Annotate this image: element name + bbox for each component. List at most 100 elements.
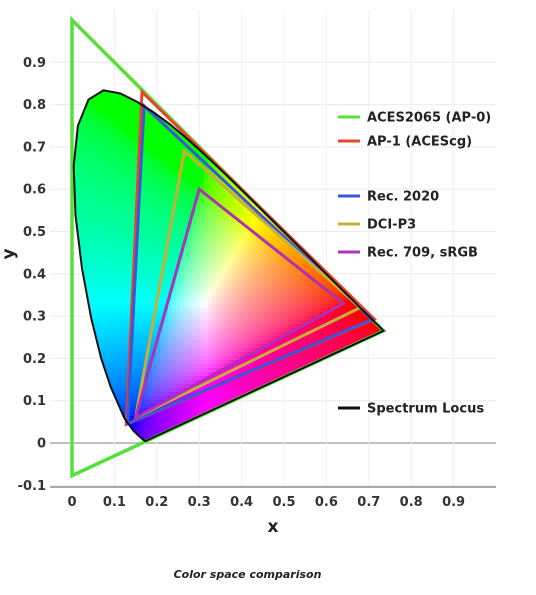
gamut-fill-cell xyxy=(164,312,169,317)
gamut-fill-cell xyxy=(228,388,233,393)
gamut-fill-cell xyxy=(196,224,201,229)
gamut-fill-cell xyxy=(100,260,105,265)
gamut-fill-cell xyxy=(252,108,257,113)
gamut-fill-cell xyxy=(84,352,89,357)
gamut-fill-cell xyxy=(264,284,269,289)
gamut-fill-cell xyxy=(216,292,221,297)
gamut-fill-cell xyxy=(172,340,177,345)
gamut-fill-cell xyxy=(124,96,129,101)
gamut-fill-cell xyxy=(224,356,229,361)
gamut-fill-cell xyxy=(160,84,165,89)
gamut-fill-cell xyxy=(272,364,277,369)
gamut-fill-cell xyxy=(276,168,281,173)
gamut-fill-cell xyxy=(260,436,265,441)
gamut-fill-cell xyxy=(144,256,149,261)
gamut-fill-cell xyxy=(232,160,237,165)
gamut-fill-cell xyxy=(248,332,253,337)
gamut-fill-cell xyxy=(200,176,205,181)
gamut-fill-cell xyxy=(220,312,225,317)
gamut-fill-cell xyxy=(264,192,269,197)
gamut-fill-cell xyxy=(132,372,137,377)
gamut-fill-cell xyxy=(144,144,149,149)
gamut-fill-cell xyxy=(156,376,161,381)
gamut-fill-cell xyxy=(244,376,249,381)
gamut-fill-cell xyxy=(264,356,269,361)
gamut-fill-cell xyxy=(192,328,197,333)
gamut-fill-cell xyxy=(112,244,117,249)
gamut-fill-cell xyxy=(188,404,193,409)
gamut-fill-cell xyxy=(176,144,181,149)
gamut-fill-cell xyxy=(248,96,253,101)
gamut-fill-cell xyxy=(272,152,277,157)
gamut-fill-cell xyxy=(120,248,125,253)
gamut-fill-cell xyxy=(128,152,133,157)
gamut-fill-cell xyxy=(232,288,237,293)
gamut-fill-cell xyxy=(160,224,165,229)
gamut-fill-cell xyxy=(84,208,89,213)
gamut-fill-cell xyxy=(268,176,273,181)
gamut-fill-cell xyxy=(288,144,293,149)
gamut-fill-cell xyxy=(284,196,289,201)
gamut-fill-cell xyxy=(256,316,261,321)
gamut-fill-cell xyxy=(160,156,165,161)
gamut-fill-cell xyxy=(256,184,261,189)
gamut-fill-cell xyxy=(124,336,129,341)
gamut-fill-cell xyxy=(120,244,125,249)
gamut-fill-cell xyxy=(120,352,125,357)
gamut-fill-cell xyxy=(140,172,145,177)
gamut-fill-cell xyxy=(200,212,205,217)
gamut-fill-cell xyxy=(236,152,241,157)
gamut-fill-cell xyxy=(220,356,225,361)
gamut-fill-cell xyxy=(204,84,209,89)
gamut-fill-cell xyxy=(180,256,185,261)
gamut-fill-cell xyxy=(100,216,105,221)
gamut-fill-cell xyxy=(252,260,257,265)
gamut-fill-cell xyxy=(196,356,201,361)
gamut-fill-cell xyxy=(144,224,149,229)
gamut-fill-cell xyxy=(284,96,289,101)
gamut-fill-cell xyxy=(192,292,197,297)
gamut-fill-cell xyxy=(224,416,229,421)
gamut-fill-cell xyxy=(172,336,177,341)
gamut-fill-cell xyxy=(168,160,173,165)
gamut-fill-cell xyxy=(244,440,249,442)
gamut-fill-cell xyxy=(232,200,237,205)
gamut-fill-cell xyxy=(80,160,85,165)
gamut-fill-cell xyxy=(276,140,281,145)
gamut-fill-cell xyxy=(112,324,117,329)
gamut-fill-cell xyxy=(112,252,117,257)
gamut-fill-cell xyxy=(204,280,209,285)
gamut-fill-cell xyxy=(240,348,245,353)
gamut-fill-cell xyxy=(76,348,81,353)
gamut-fill-cell xyxy=(184,400,189,405)
gamut-fill-cell xyxy=(176,328,181,333)
gamut-fill-cell xyxy=(260,168,265,173)
gamut-fill-cell xyxy=(196,212,201,217)
gamut-fill-cell xyxy=(84,152,89,157)
gamut-fill-cell xyxy=(204,196,209,201)
gamut-fill-cell xyxy=(268,124,273,129)
gamut-fill-cell xyxy=(228,92,233,97)
gamut-fill-cell xyxy=(176,280,181,285)
gamut-fill-cell xyxy=(124,160,129,165)
gamut-fill-cell xyxy=(172,176,177,181)
gamut-fill-cell xyxy=(180,432,185,437)
gamut-fill-cell xyxy=(144,120,149,125)
gamut-fill-cell xyxy=(272,288,277,293)
gamut-fill-cell xyxy=(176,224,181,229)
gamut-fill-cell xyxy=(168,156,173,161)
gamut-fill-cell xyxy=(200,168,205,173)
gamut-fill-cell xyxy=(164,380,169,385)
gamut-fill-cell xyxy=(172,312,177,317)
gamut-fill-cell xyxy=(192,240,197,245)
gamut-fill-cell xyxy=(288,172,293,177)
gamut-fill-cell xyxy=(244,160,249,165)
gamut-fill-cell xyxy=(156,396,161,401)
gamut-fill-cell xyxy=(204,180,209,185)
gamut-fill-cell xyxy=(256,276,261,281)
gamut-fill-cell xyxy=(208,220,213,225)
gamut-fill-cell xyxy=(244,404,249,409)
gamut-fill-cell xyxy=(228,380,233,385)
gamut-fill-cell xyxy=(248,372,253,377)
gamut-fill-cell xyxy=(232,440,237,442)
